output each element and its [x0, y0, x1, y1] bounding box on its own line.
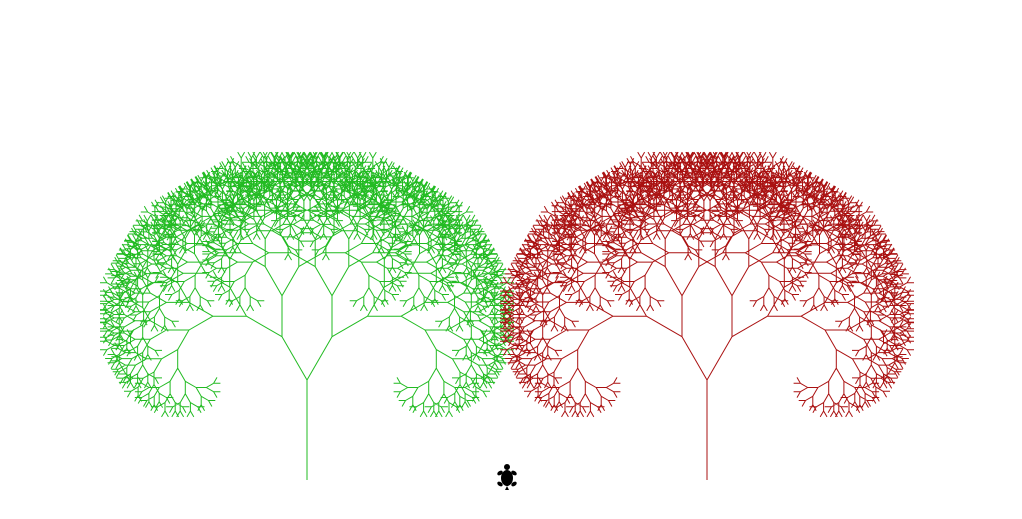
turtle-icon [497, 464, 517, 490]
turtle-head [504, 464, 510, 470]
turtle-leg-front-right [511, 470, 517, 476]
tree-branches [500, 151, 914, 480]
turtle-leg-front-left [497, 470, 503, 476]
turtle-shell [501, 470, 513, 486]
turtle-tail [505, 486, 509, 490]
red-fractal-tree [500, 151, 914, 480]
tree-branches [100, 151, 514, 480]
green-fractal-tree [100, 151, 514, 480]
turtle-leg-back-right [511, 481, 517, 487]
turtle-leg-back-left [497, 481, 503, 487]
